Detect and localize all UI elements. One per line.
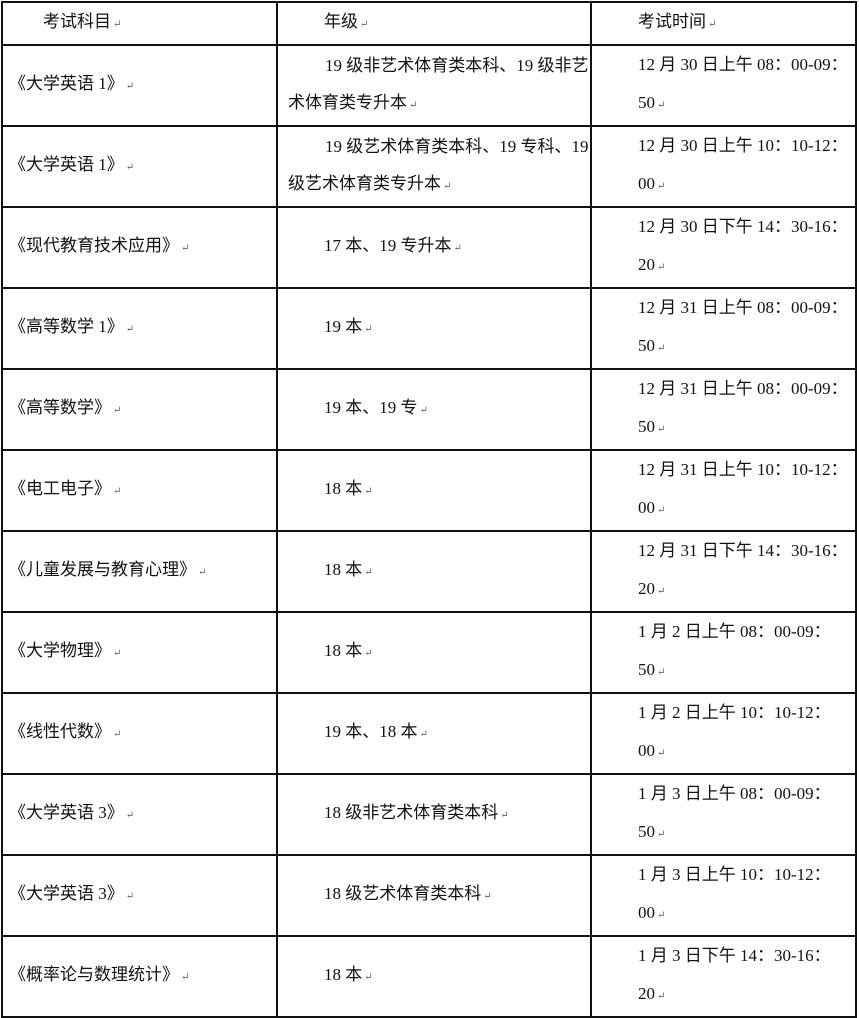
subject-cell-text: 《高等数学 1》 [9, 317, 134, 336]
table-row: 《现代教育技术应用》 17 本、19 专升本 12 月 30 日下午 14：30-1… [1, 206, 857, 289]
grade-cell-text: 18 本 [324, 641, 373, 660]
time-cell-text: 1 月 3 日上午 10：10-12：00 [638, 865, 831, 922]
grade-cell-text: 17 本、19 专升本 [324, 236, 462, 255]
header-subject: 考试科目 [1, 1, 278, 46]
time-cell-text: 12 月 31 日上午 10：10-12：00 [638, 460, 848, 517]
subject-cell: 《现代教育技术应用》 [1, 206, 278, 289]
time-cell-text: 12 月 31 日上午 08：00-09：50 [638, 298, 848, 355]
subject-cell-text: 《大学物理》 [9, 641, 121, 660]
time-cell: 12 月 31 日上午 10：10-12：00 [590, 449, 857, 532]
time-cell-text: 12 月 30 日上午 10：10-12：00 [638, 136, 848, 193]
table-row: 《电工电子》 18 本 12 月 31 日上午 10：10-12：00 [1, 449, 857, 532]
header-time: 考试时间 [590, 1, 857, 46]
grade-cell-text: 18 级艺术体育类本科 [324, 884, 492, 903]
time-cell: 1 月 3 日上午 10：10-12：00 [590, 854, 857, 937]
grade-cell: 17 本、19 专升本 [276, 206, 592, 289]
table-row: 《大学英语 3》 18 级艺术体育类本科 1 月 3 日上午 10：10-12：00 [1, 854, 857, 937]
table-row: 《概率论与数理统计》 18 本 1 月 3 日下午 14：30-16：20 [1, 935, 857, 1018]
grade-cell-text: 18 级非艺术体育类本科 [324, 803, 509, 822]
time-cell: 12 月 30 日下午 14：30-16：20 [590, 206, 857, 289]
subject-cell: 《高等数学 1》 [1, 287, 278, 370]
grade-cell: 18 本 [276, 449, 592, 532]
subject-cell: 《线性代数》 [1, 692, 278, 775]
time-cell-text: 12 月 30 日下午 14：30-16：20 [638, 217, 848, 274]
time-cell: 1 月 2 日上午 08：00-09：50 [590, 611, 857, 694]
grade-cell: 18 级艺术体育类本科 [276, 854, 592, 937]
table-row: 《儿童发展与教育心理》 18 本 12 月 31 日下午 14：30-16：20 [1, 530, 857, 613]
subject-cell: 《大学英语 1》 [1, 125, 278, 208]
grade-cell: 18 本 [276, 935, 592, 1018]
header-grade: 年级 [276, 1, 592, 46]
time-cell-text: 1 月 3 日上午 08：00-09：50 [638, 784, 831, 841]
time-cell-text: 12 月 31 日上午 08：00-09：50 [638, 379, 848, 436]
table-header-row: 考试科目 年级 考试时间 [1, 1, 857, 46]
subject-cell: 《大学英语 3》 [1, 773, 278, 856]
grade-cell-text: 19 本 [324, 317, 373, 336]
grade-cell: 19 本、18 本 [276, 692, 592, 775]
grade-cell-text: 19 级艺术体育类本科、19 专科、19 级艺术体育类专升本 [288, 137, 589, 193]
table-row: 《高等数学 1》 19 本 12 月 31 日上午 08：00-09：50 [1, 287, 857, 370]
subject-cell-text: 《大学英语 1》 [9, 155, 134, 174]
time-cell: 12 月 30 日上午 08：00-09：50 [590, 44, 857, 127]
subject-cell-text: 《线性代数》 [9, 722, 121, 741]
time-cell: 12 月 30 日上午 10：10-12：00 [590, 125, 857, 208]
table-row: 《大学英语 1》 19 级艺术体育类本科、19 专科、19 级艺术体育类专升本 12… [1, 125, 857, 208]
grade-cell-text: 19 级非艺术体育类本科、19 级非艺术体育类专升本 [288, 56, 589, 112]
subject-cell: 《大学英语 3》 [1, 854, 278, 937]
subject-cell-text: 《概率论与数理统计》 [9, 965, 189, 984]
time-cell-text: 1 月 2 日上午 08：00-09：50 [638, 622, 831, 679]
grade-cell-text: 18 本 [324, 479, 373, 498]
subject-cell: 《概率论与数理统计》 [1, 935, 278, 1018]
time-cell-text: 12 月 30 日上午 08：00-09：50 [638, 55, 848, 112]
subject-cell: 《高等数学》 [1, 368, 278, 451]
table-row: 《大学英语 3》 18 级非艺术体育类本科 1 月 3 日上午 08：00-09：5… [1, 773, 857, 856]
grade-cell: 19 级艺术体育类本科、19 专科、19 级艺术体育类专升本 [276, 125, 592, 208]
time-cell: 12 月 31 日上午 08：00-09：50 [590, 287, 857, 370]
table-row: 《高等数学》 19 本、19 专 12 月 31 日上午 08：00-09：50 [1, 368, 857, 451]
grade-cell: 19 本、19 专 [276, 368, 592, 451]
time-cell: 12 月 31 日下午 14：30-16：20 [590, 530, 857, 613]
table-row: 《线性代数》 19 本、18 本 1 月 2 日上午 10：10-12：00 [1, 692, 857, 775]
subject-cell: 《儿童发展与教育心理》 [1, 530, 278, 613]
table-row: 《大学英语 1》 19 级非艺术体育类本科、19 级非艺术体育类专升本 12 月 3… [1, 44, 857, 127]
time-cell: 1 月 3 日上午 08：00-09：50 [590, 773, 857, 856]
subject-cell-text: 《高等数学》 [9, 398, 121, 417]
grade-cell: 18 本 [276, 530, 592, 613]
grade-cell-text: 18 本 [324, 965, 373, 984]
time-cell-text: 1 月 2 日上午 10：10-12：00 [638, 703, 831, 760]
subject-cell-text: 《电工电子》 [9, 479, 121, 498]
time-cell: 12 月 31 日上午 08：00-09：50 [590, 368, 857, 451]
grade-cell-text: 19 本、19 专 [324, 398, 428, 417]
subject-cell-text: 《现代教育技术应用》 [9, 236, 189, 255]
subject-cell-text: 《大学英语 1》 [9, 74, 134, 93]
time-cell-text: 1 月 3 日下午 14：30-16：20 [638, 946, 831, 1003]
time-cell-text: 12 月 31 日下午 14：30-16：20 [638, 541, 848, 598]
header-grade-text: 年级 [324, 12, 368, 31]
subject-cell: 《大学英语 1》 [1, 44, 278, 127]
time-cell: 1 月 3 日下午 14：30-16：20 [590, 935, 857, 1018]
grade-cell: 18 级非艺术体育类本科 [276, 773, 592, 856]
subject-cell-text: 《大学英语 3》 [9, 884, 134, 903]
grade-cell-text: 18 本 [324, 560, 373, 579]
header-subject-text: 考试科目 [43, 12, 121, 31]
subject-cell-text: 《儿童发展与教育心理》 [9, 560, 206, 579]
grade-cell-text: 19 本、18 本 [324, 722, 428, 741]
subject-cell-text: 《大学英语 3》 [9, 803, 134, 822]
grade-cell: 18 本 [276, 611, 592, 694]
subject-cell: 《电工电子》 [1, 449, 278, 532]
time-cell: 1 月 2 日上午 10：10-12：00 [590, 692, 857, 775]
subject-cell: 《大学物理》 [1, 611, 278, 694]
grade-cell: 19 本 [276, 287, 592, 370]
table-row: 《大学物理》 18 本 1 月 2 日上午 08：00-09：50 [1, 611, 857, 694]
grade-cell: 19 级非艺术体育类本科、19 级非艺术体育类专升本 [276, 44, 592, 127]
header-time-text: 考试时间 [638, 12, 716, 31]
